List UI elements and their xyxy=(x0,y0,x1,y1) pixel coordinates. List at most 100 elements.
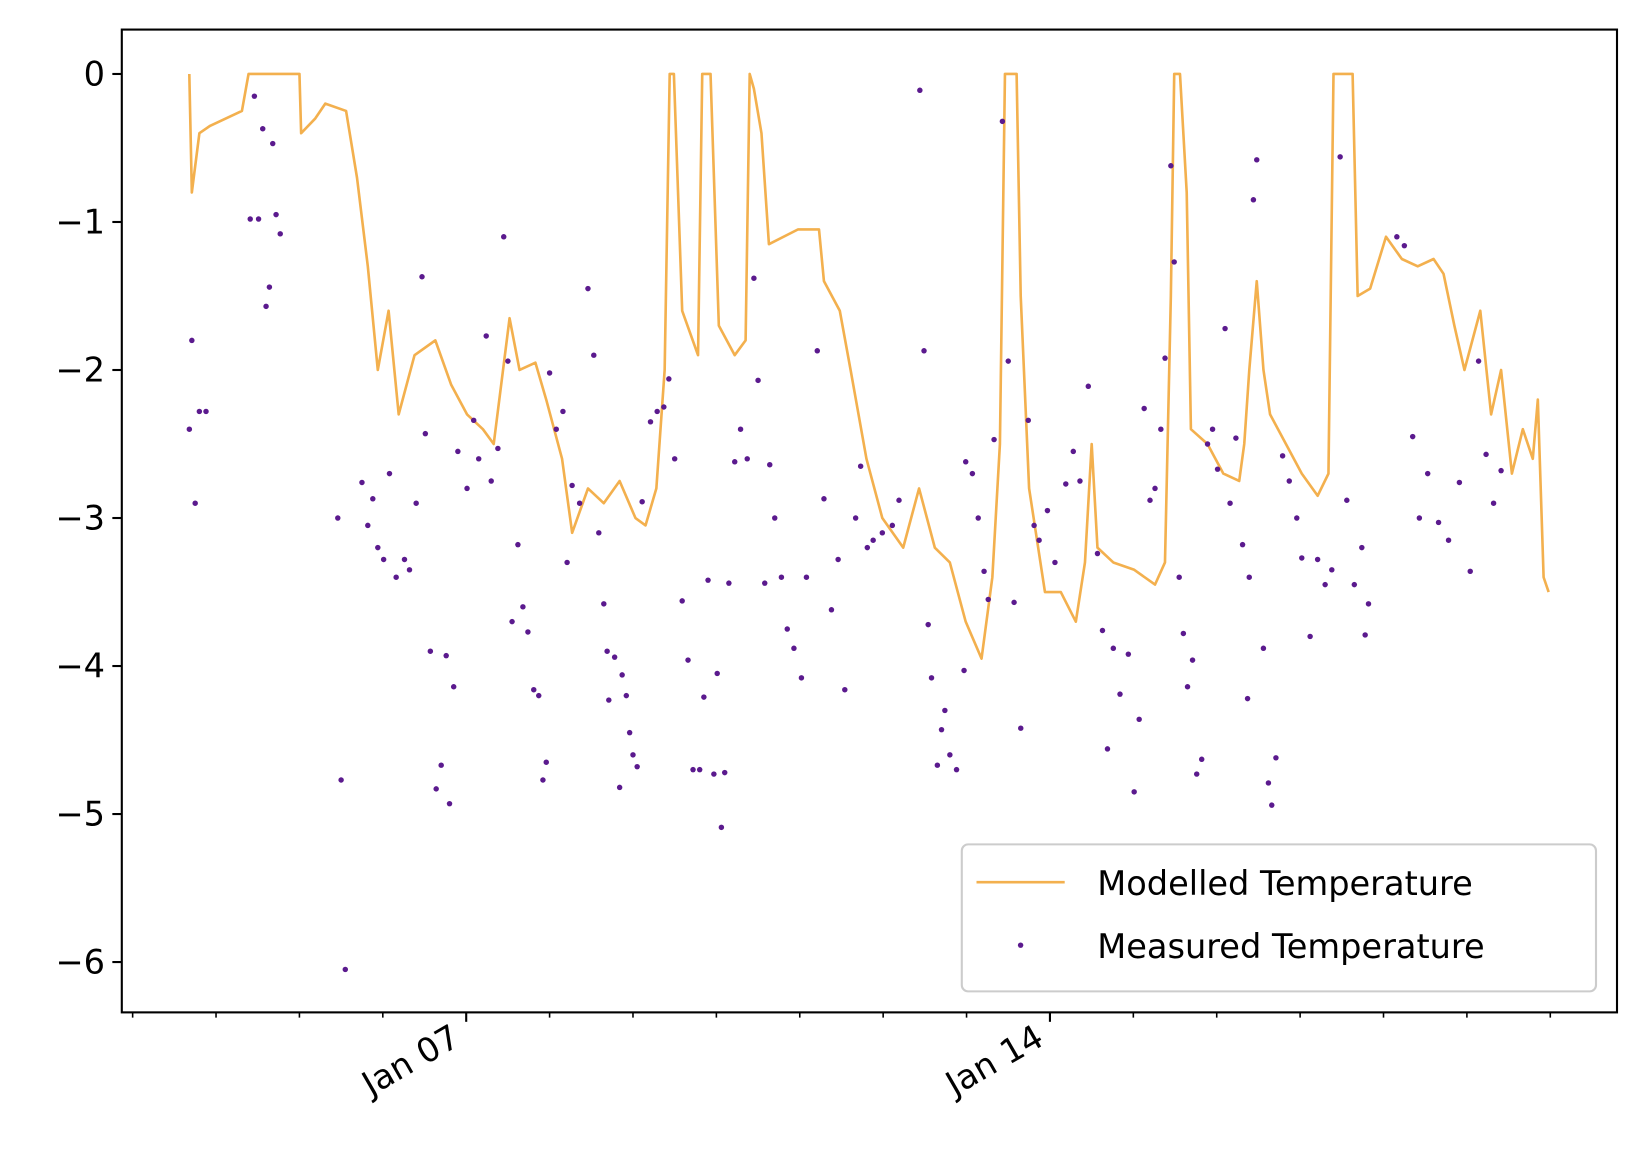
point xyxy=(464,485,470,492)
point xyxy=(564,559,570,566)
point xyxy=(263,303,269,310)
point xyxy=(721,769,728,776)
y-tick-label: 0 xyxy=(84,55,105,94)
point xyxy=(509,618,515,625)
point xyxy=(1260,645,1267,651)
y-tick-label: −3 xyxy=(55,499,105,538)
point xyxy=(857,463,864,469)
point xyxy=(470,417,477,424)
point xyxy=(1209,426,1216,432)
point xyxy=(714,670,720,677)
y-tick-label: −6 xyxy=(55,943,105,982)
point xyxy=(370,496,376,502)
point xyxy=(335,515,341,521)
y-tick-label: −4 xyxy=(55,647,105,686)
point xyxy=(1063,481,1069,487)
point xyxy=(455,448,461,455)
point xyxy=(1314,556,1321,563)
point xyxy=(1052,559,1058,566)
point xyxy=(443,652,449,659)
point xyxy=(260,126,266,132)
point xyxy=(406,567,413,573)
point xyxy=(1344,497,1350,503)
point xyxy=(495,445,501,452)
point xyxy=(1279,453,1286,459)
point xyxy=(611,654,618,660)
point xyxy=(569,482,575,489)
point xyxy=(772,515,778,521)
point xyxy=(1456,479,1463,486)
point xyxy=(475,456,482,462)
point xyxy=(999,118,1006,125)
point xyxy=(647,419,654,425)
point xyxy=(1365,601,1372,607)
point xyxy=(938,726,945,733)
point xyxy=(413,500,419,506)
point xyxy=(543,759,549,765)
point xyxy=(1359,544,1365,551)
point xyxy=(591,352,597,358)
point xyxy=(338,777,344,783)
point xyxy=(1254,157,1260,163)
point xyxy=(393,574,399,580)
point xyxy=(623,692,630,699)
point xyxy=(1136,716,1142,723)
point xyxy=(1329,567,1335,573)
point xyxy=(767,462,773,468)
point xyxy=(1250,197,1257,203)
point xyxy=(1044,507,1051,514)
point xyxy=(438,762,444,768)
point xyxy=(1141,405,1147,412)
point xyxy=(1337,154,1343,160)
point xyxy=(718,824,725,831)
point xyxy=(744,456,750,462)
point xyxy=(1036,537,1042,543)
point xyxy=(1018,725,1024,731)
point xyxy=(546,370,553,376)
plot-area xyxy=(186,72,1550,973)
y-tick-label: −1 xyxy=(55,203,105,242)
point xyxy=(483,333,489,339)
point xyxy=(981,568,987,575)
point xyxy=(1077,478,1083,484)
point xyxy=(1025,417,1031,424)
point xyxy=(1005,358,1011,364)
point xyxy=(828,607,835,613)
y-tick-label: −2 xyxy=(55,351,105,390)
point xyxy=(1110,645,1117,651)
point xyxy=(1322,581,1328,588)
point xyxy=(1099,627,1106,634)
point xyxy=(864,544,871,551)
legend: Modelled Temperature Measured Temperature xyxy=(960,843,1598,993)
point xyxy=(251,93,258,99)
point xyxy=(255,216,262,222)
point xyxy=(1246,574,1252,580)
point xyxy=(1222,325,1228,332)
point xyxy=(917,87,923,93)
point xyxy=(1011,599,1017,606)
point xyxy=(1307,633,1313,640)
point xyxy=(531,686,537,693)
point xyxy=(505,358,511,364)
point xyxy=(896,497,902,503)
point xyxy=(737,426,744,432)
point xyxy=(762,580,768,586)
point xyxy=(1490,500,1497,506)
point xyxy=(928,675,935,681)
point xyxy=(380,556,387,563)
point xyxy=(1409,433,1416,440)
point xyxy=(1184,684,1191,690)
point xyxy=(1204,441,1211,447)
point xyxy=(962,459,969,465)
point xyxy=(1214,466,1221,472)
point xyxy=(365,522,371,529)
point xyxy=(359,479,365,486)
point xyxy=(784,626,790,632)
point xyxy=(1152,485,1158,492)
point xyxy=(560,408,566,415)
point xyxy=(821,496,827,502)
point xyxy=(540,777,546,783)
point xyxy=(1498,467,1504,474)
point xyxy=(536,692,542,699)
